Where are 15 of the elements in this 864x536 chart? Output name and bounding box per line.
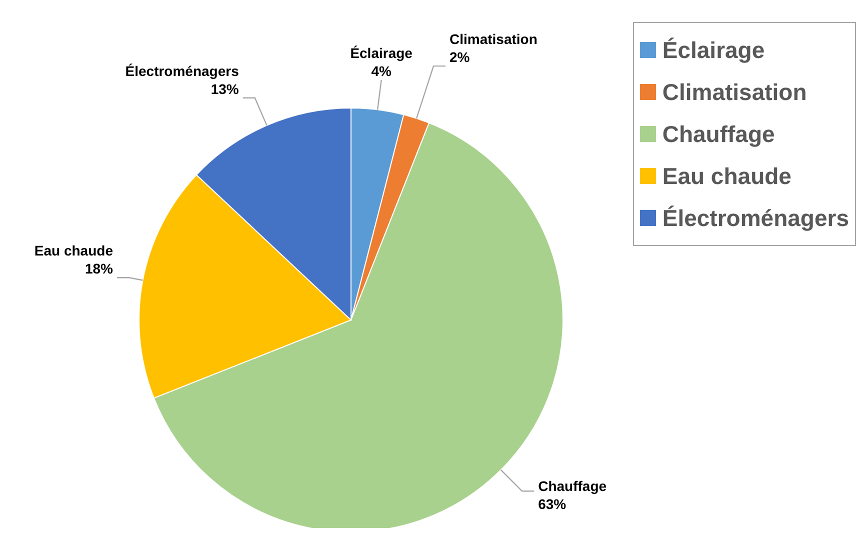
slice-label: Chauffage	[538, 478, 607, 494]
data-label: 13%	[210, 80, 240, 97]
slice-label: Climatisation	[450, 31, 538, 48]
legend-label: Eau chaude	[662, 162, 792, 191]
legend-label: Électroménagers	[662, 204, 849, 233]
slice-label: Eau chaude	[34, 242, 114, 259]
legend-label: Climatisation	[662, 78, 807, 107]
data-label: 4%	[371, 62, 392, 79]
slice-label: Électroménagers	[125, 62, 240, 79]
legend-label: Éclairage	[662, 36, 765, 65]
data-label: 18%	[84, 260, 114, 277]
data-label: 63%	[538, 496, 567, 512]
legend-label: Chauffage	[662, 120, 775, 149]
data-label: 2%	[450, 49, 470, 66]
slice-label: Éclairage	[350, 44, 413, 61]
